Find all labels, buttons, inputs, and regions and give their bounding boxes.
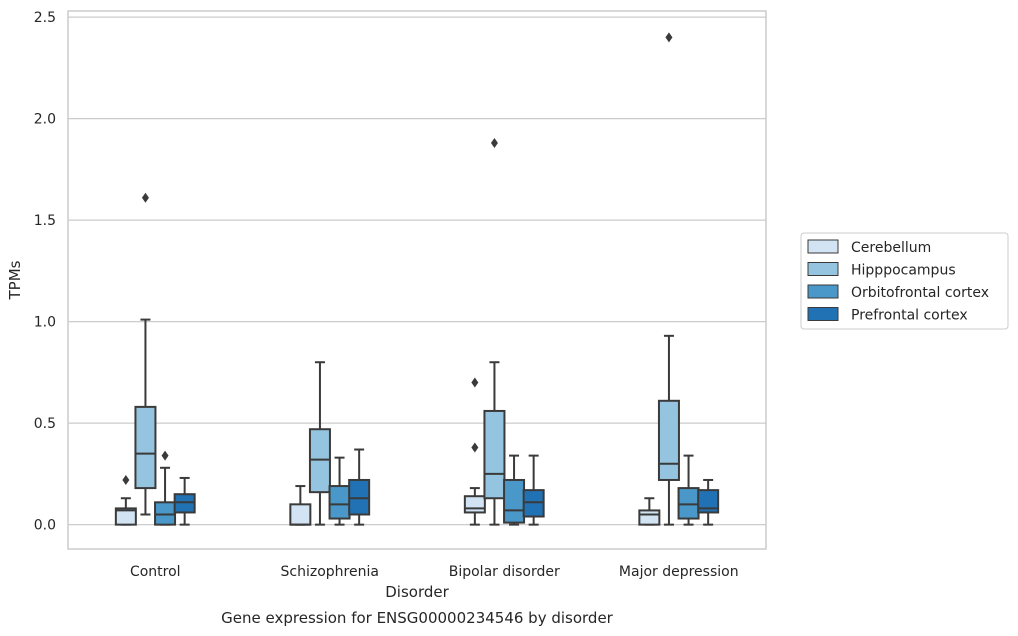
- x-tick-label: Major depression: [619, 564, 739, 580]
- legend-frame: [800, 232, 1009, 330]
- x-tick-label: Schizophrenia: [281, 564, 379, 580]
- x-tick-label: Control: [130, 564, 181, 580]
- iqr-box: [697, 489, 720, 514]
- y-tick-label: 1.5: [34, 213, 56, 229]
- y-tick-label: 2.5: [34, 10, 56, 26]
- iqr-box: [348, 478, 371, 516]
- y-tick-label: 0.0: [34, 518, 56, 534]
- plot-frame: [67, 10, 767, 550]
- box-group: [173, 476, 196, 526]
- box-layer: [114, 32, 720, 526]
- legend-swatch: [807, 284, 839, 299]
- box-group: [697, 478, 720, 526]
- x-axis-label: Disorder: [385, 583, 449, 601]
- iqr-box: [328, 485, 351, 520]
- iqr-box: [463, 495, 486, 514]
- legend-label: Orbitofrontal cortex: [851, 285, 989, 301]
- box-group: [503, 454, 526, 526]
- iqr-box: [677, 487, 700, 520]
- legend-label: Hipppocampus: [851, 263, 956, 279]
- iqr-box: [289, 503, 312, 526]
- box-group: [328, 456, 351, 526]
- box-group: [289, 485, 312, 526]
- legend-swatch: [807, 307, 839, 321]
- iqr-box: [638, 509, 661, 526]
- iqr-box: [154, 501, 177, 526]
- box-group: [134, 192, 157, 516]
- box-group: [114, 474, 137, 526]
- legend-label: Cerebellum: [851, 240, 931, 256]
- y-tick-label: 0.5: [34, 416, 56, 432]
- iqr-box: [308, 428, 331, 494]
- outlier-marker: [490, 137, 498, 148]
- box-group: [308, 361, 331, 526]
- outlier-marker: [471, 442, 479, 453]
- y-tick-labels: 0.0 0.5 1.0 1.5 2.0 2.5: [34, 10, 56, 534]
- outlier-marker: [122, 474, 130, 485]
- box-group: [522, 454, 545, 526]
- iqr-box: [173, 493, 196, 514]
- iqr-box: [657, 399, 680, 481]
- chart-caption: Gene expression for ENSG00000234546 by d…: [221, 609, 614, 627]
- box-group: [677, 454, 700, 526]
- y-axis-label: TPMs: [6, 260, 24, 300]
- outlier-marker: [665, 32, 673, 43]
- box-group: [483, 137, 506, 526]
- box-group: [348, 448, 371, 526]
- outlier-marker: [471, 377, 479, 388]
- iqr-box: [114, 507, 137, 526]
- iqr-box: [134, 405, 157, 490]
- iqr-box: [522, 489, 545, 518]
- outlier-marker: [161, 450, 169, 461]
- box-group: [638, 497, 661, 526]
- x-tick-labels: Control Schizophrenia Bipolar disorder Majo…: [130, 564, 739, 580]
- legend-swatch: [807, 262, 839, 276]
- legend-swatch: [807, 239, 839, 254]
- iqr-box: [483, 409, 506, 500]
- legend: Cerebellum Hipppocampus Orbitofrontal cort…: [800, 232, 1009, 330]
- legend-label: Prefrontal cortex: [851, 308, 968, 324]
- y-tick-label: 1.0: [34, 315, 56, 331]
- outlier-marker: [141, 192, 149, 203]
- iqr-box: [503, 478, 526, 524]
- box-group: [463, 377, 486, 526]
- box-group: [657, 32, 680, 526]
- y-tick-label: 2.0: [34, 112, 56, 128]
- box-group: [154, 450, 177, 526]
- x-tick-label: Bipolar disorder: [449, 564, 560, 580]
